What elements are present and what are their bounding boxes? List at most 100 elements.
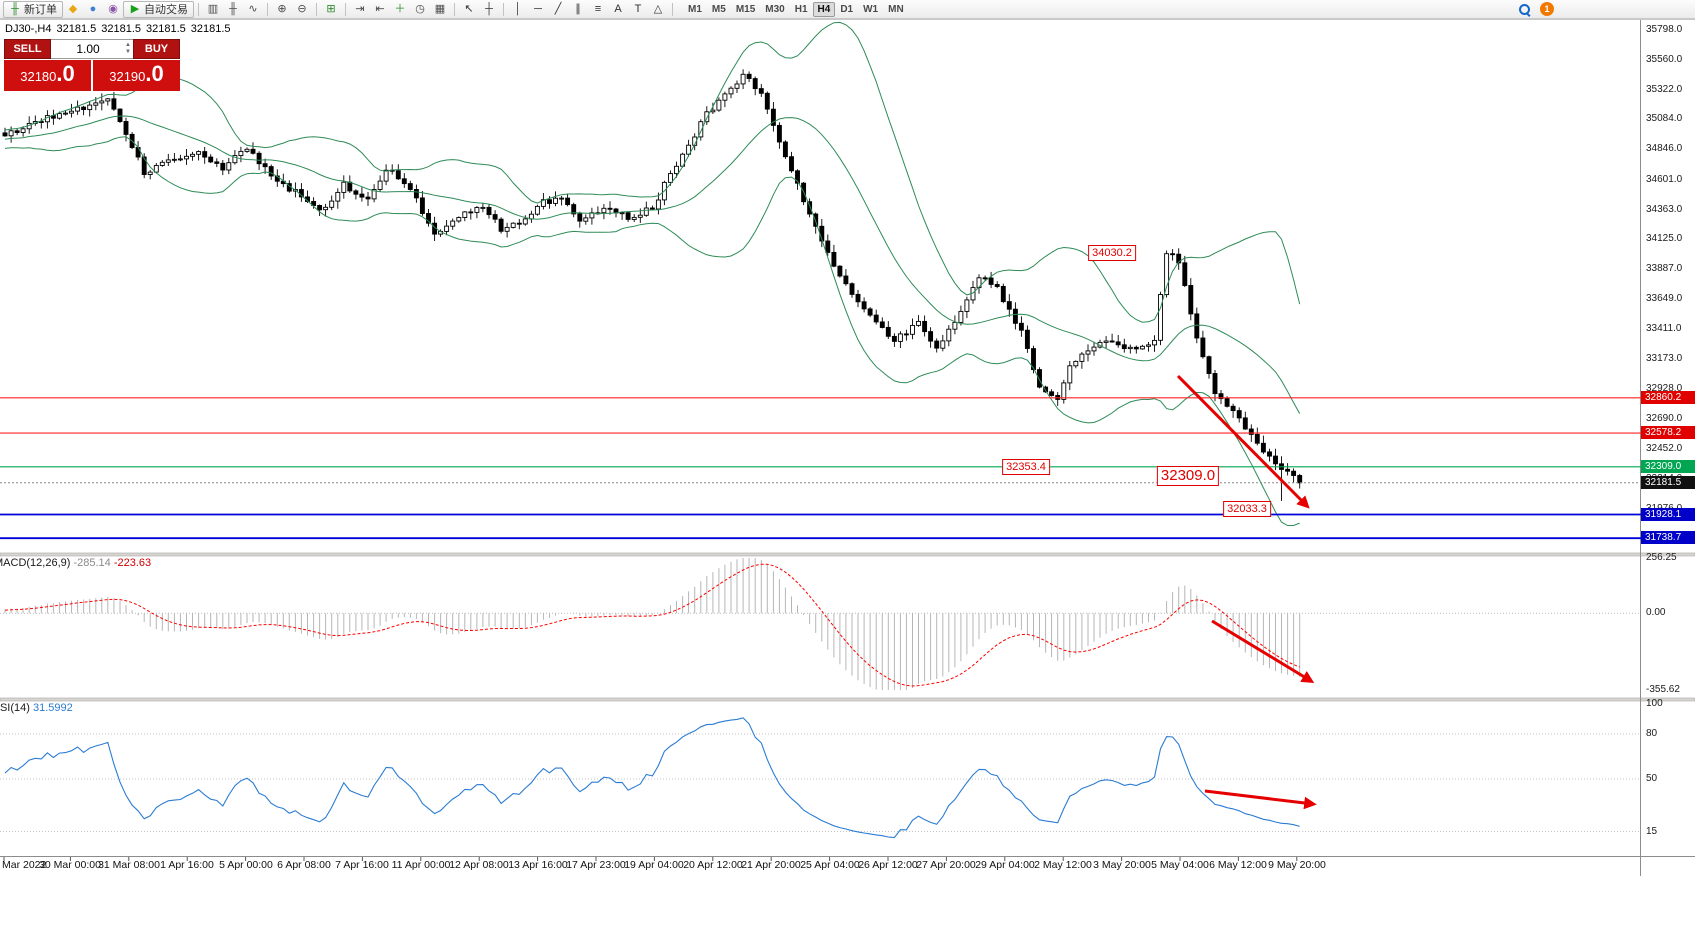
timeframe-m5-button[interactable]: M5: [711, 3, 726, 15]
cursor-button[interactable]: ↖: [459, 1, 479, 18]
buy-price-button[interactable]: 32190.0: [93, 60, 180, 91]
search-icon[interactable]: [1518, 3, 1531, 16]
timeframe-d1-button[interactable]: D1: [840, 3, 854, 15]
timeframe-h4-button[interactable]: H4: [812, 1, 836, 17]
text-button[interactable]: A: [608, 1, 628, 18]
trendline-button[interactable]: ╱: [548, 1, 568, 18]
line-chart-button[interactable]: ∿: [243, 1, 263, 18]
label-button[interactable]: T: [628, 1, 648, 18]
zoom-out-icon: ⊖: [297, 2, 307, 15]
tile-windows-button[interactable]: ⊞: [321, 1, 341, 18]
sell-price-button[interactable]: 32180.0: [4, 60, 91, 91]
new-order-button-label: 新订单: [24, 4, 57, 16]
symbol-ohlc-bar: DJ30-,H4 32181.5 32181.5 32181.5 32181.5: [5, 23, 236, 35]
text-label-icon: T: [634, 2, 642, 15]
toolbar-separator: [198, 2, 199, 16]
sell-button[interactable]: SELL: [4, 39, 51, 59]
autotrade-button-label: 自动交易: [144, 4, 188, 16]
rsi-value: 31.5992: [32, 702, 73, 714]
bar-chart-button[interactable]: ▥: [203, 1, 223, 18]
macd-indicator-label: MACD(12,26,9) -285.14 -223.63: [0, 557, 151, 569]
rsi-indicator-label: RSI(14) 31.5992: [0, 702, 73, 714]
tile-windows-icon: ⊞: [326, 2, 336, 15]
channel-button[interactable]: ∥: [568, 1, 588, 18]
bollinger-lower-band: [4, 136, 1300, 526]
candlestick-series: [2, 69, 1303, 501]
toolbar-separator: [267, 2, 268, 16]
macd-signal-value: -223.63: [113, 557, 152, 569]
main-toolbar: ╫ 新订单 ◆ ● ◉ ▶ 自动交易 ▥ ╫ ∿ ⊕ ⊖ ⊞ ⇥ ⇤ ＋ ◷ ▦ ↖ ┼ │ ─ ╱ ∥ ≡ A T △ M1 M5 M15…: [0, 0, 1695, 19]
ohlc-low: 32181.5: [146, 23, 186, 35]
rsi-panel: [0, 717, 1641, 839]
zoom-out-button[interactable]: ⊖: [292, 1, 312, 18]
globe-icon: ●: [89, 2, 97, 15]
new-chart-button[interactable]: ＋: [390, 1, 410, 18]
macd-signal-line: [4, 563, 1300, 687]
line-chart-icon: ∿: [248, 2, 258, 15]
ohlc-high: 32181.5: [101, 23, 141, 35]
target-icon: ◉: [108, 2, 118, 15]
autotrade-button[interactable]: ▶ 自动交易: [123, 0, 194, 18]
add-chart-icon: ＋: [394, 2, 406, 15]
vertical-line-icon: │: [514, 2, 522, 15]
bollinger-upper-band: [4, 21, 1301, 323]
volume-spinner: ▲ ▼: [125, 42, 133, 56]
timeframe-mn-button[interactable]: MN: [888, 3, 904, 15]
vertical-line-button[interactable]: │: [508, 1, 528, 18]
macd-panel: [0, 558, 1641, 690]
timeframe-w1-button[interactable]: W1: [863, 3, 879, 15]
bar-chart-icon: ▥: [207, 2, 219, 15]
crosshair-button[interactable]: ┼: [479, 1, 499, 18]
zoom-in-icon: ⊕: [277, 2, 287, 15]
chart-shift-button[interactable]: ⇤: [370, 1, 390, 18]
horizontal-level-lines: [0, 397, 1641, 540]
volume-up-button[interactable]: ▲: [125, 42, 131, 48]
shapes-icon: △: [653, 2, 663, 15]
new-order-button[interactable]: ╫ 新订单: [3, 0, 63, 18]
ohlc-close: 32181.5: [190, 23, 231, 35]
crosshair-icon: ┼: [485, 2, 493, 15]
candlestick-button[interactable]: ╫: [223, 1, 243, 18]
diamond-icon: ◆: [68, 2, 78, 15]
buy-button[interactable]: BUY: [133, 39, 180, 59]
one-click-trading-widget: SELL 1.00 ▲ ▼ BUY 32180.0 32190.0: [4, 39, 180, 91]
trendline-icon: ╱: [554, 2, 562, 15]
toolbar-right-group: 1: [1518, 2, 1554, 16]
auto-scroll-button[interactable]: ⇥: [350, 1, 370, 18]
notification-badge[interactable]: 1: [1540, 2, 1554, 16]
codebase-button[interactable]: ●: [83, 1, 103, 18]
periods-button[interactable]: ◷: [410, 1, 430, 18]
candlestick-icon: ╫: [229, 2, 237, 15]
macd-name: MACD(12,26,9): [0, 557, 71, 569]
toolbar-separator: [316, 2, 317, 16]
rsi-line: [4, 717, 1300, 839]
community-button[interactable]: ◉: [103, 1, 123, 18]
timeframe-m30-button[interactable]: M30: [765, 3, 785, 15]
toolbar-separator: [345, 2, 346, 16]
toolbar-separator: [503, 2, 504, 16]
volume-value[interactable]: 1.00: [76, 42, 100, 56]
buy-price-main: 32190: [109, 69, 146, 84]
toolbar-separator: [454, 2, 455, 16]
fibonacci-icon: ≡: [594, 2, 602, 15]
new-order-chart-icon: ╫: [11, 2, 19, 15]
volume-field[interactable]: 1.00 ▲ ▼: [51, 39, 133, 59]
horizontal-line-button[interactable]: ─: [528, 1, 548, 18]
time-axis-ticks: [3, 857, 1298, 861]
horizontal-line-icon: ─: [534, 2, 542, 15]
volume-down-button[interactable]: ▼: [125, 49, 131, 55]
fibonacci-button[interactable]: ≡: [588, 1, 608, 18]
timeframe-h1-button[interactable]: H1: [794, 3, 808, 15]
timeframe-m15-button[interactable]: M15: [735, 3, 756, 15]
template-grid-icon: ▦: [434, 2, 446, 15]
symbol-timeframe: DJ30-,H4: [5, 23, 52, 35]
templates-button[interactable]: ▦: [430, 1, 450, 18]
market-button[interactable]: ◆: [63, 1, 83, 18]
auto-scroll-icon: ⇥: [355, 2, 365, 15]
sell-price-pips: .0: [56, 61, 75, 86]
shapes-button[interactable]: △: [648, 1, 668, 18]
zoom-in-button[interactable]: ⊕: [272, 1, 292, 18]
timeframe-m1-button[interactable]: M1: [688, 3, 702, 15]
